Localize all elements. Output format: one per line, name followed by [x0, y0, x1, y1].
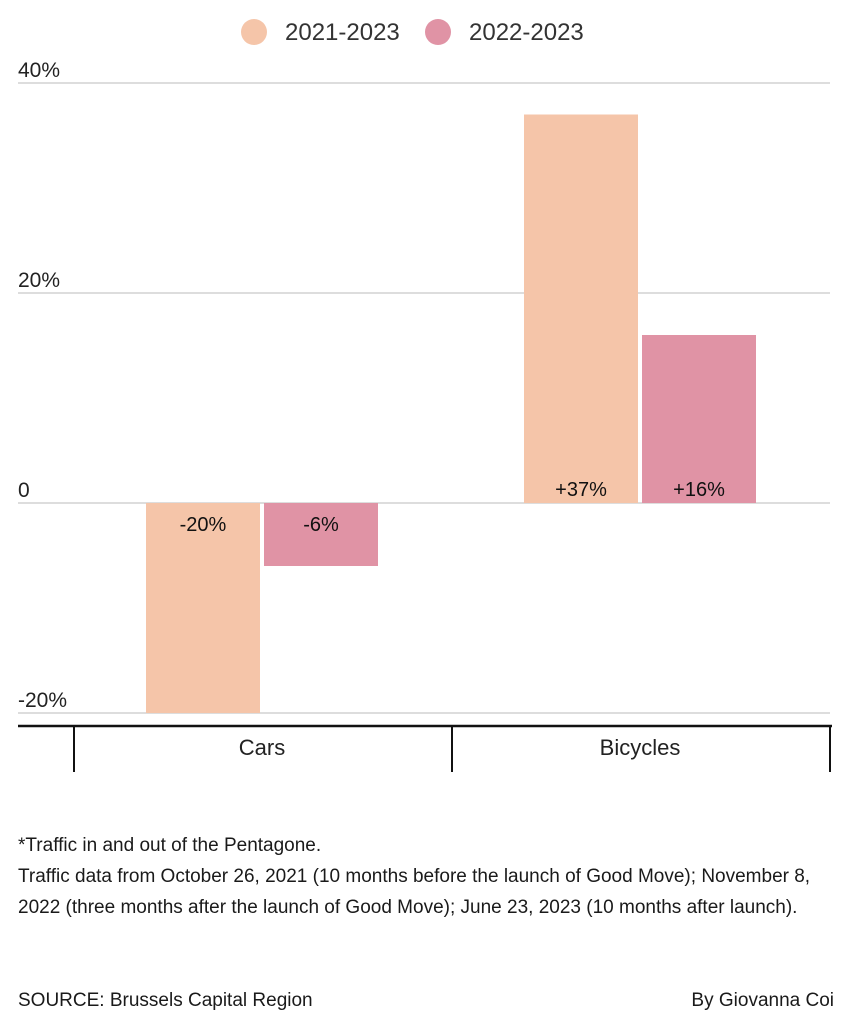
legend-label-1: 2021-2023: [285, 19, 400, 46]
x-axis: Cars Bicycles: [18, 724, 832, 772]
y-axis-tick-labels: 40% 20% 0 -20%: [18, 59, 67, 712]
category-label-bicycles: Bicycles: [600, 735, 681, 760]
legend: 2021-2023 2022-2023: [241, 19, 584, 46]
y-tick-label-2: 20%: [18, 269, 60, 292]
bar-bicycles-2: [642, 335, 756, 503]
data-label-bicycles-2: +16%: [673, 479, 725, 501]
legend-swatch-1: [241, 19, 267, 45]
bar-cars-2: [264, 503, 378, 566]
data-label-bicycles-1: +37%: [555, 479, 607, 501]
data-label-cars-1: -20%: [180, 514, 227, 536]
y-tick-label-4: -20%: [18, 689, 67, 712]
bar-data-labels: -20% -6% +37% +16%: [180, 479, 725, 536]
byline: By Giovanna Coi: [691, 990, 834, 1011]
legend-swatch-2: [425, 19, 451, 45]
legend-label-2: 2022-2023: [469, 19, 584, 46]
data-label-cars-2: -6%: [303, 514, 339, 536]
footnote-pentagone: *Traffic in and out of the Pentagone.: [18, 835, 322, 856]
bars: [146, 114, 756, 713]
y-tick-label-1: 40%: [18, 59, 60, 82]
footnote-traffic-dates: Traffic data from October 26, 2021 (10 m…: [18, 866, 811, 918]
bar-cars-1: [146, 503, 260, 713]
footer: SOURCE: Brussels Capital Region By Giova…: [18, 990, 834, 1012]
bar-bicycles-1: [524, 114, 638, 503]
footnotes: *Traffic in and out of the Pentagone. Tr…: [18, 830, 838, 923]
source-text: SOURCE: Brussels Capital Region: [18, 990, 313, 1011]
category-label-cars: Cars: [239, 735, 285, 760]
bar-chart: 2021-2023 2022-2023 40% 20% 0 -20% -20% -6% +3…: [18, 19, 832, 772]
y-tick-label-3: 0: [18, 479, 30, 502]
